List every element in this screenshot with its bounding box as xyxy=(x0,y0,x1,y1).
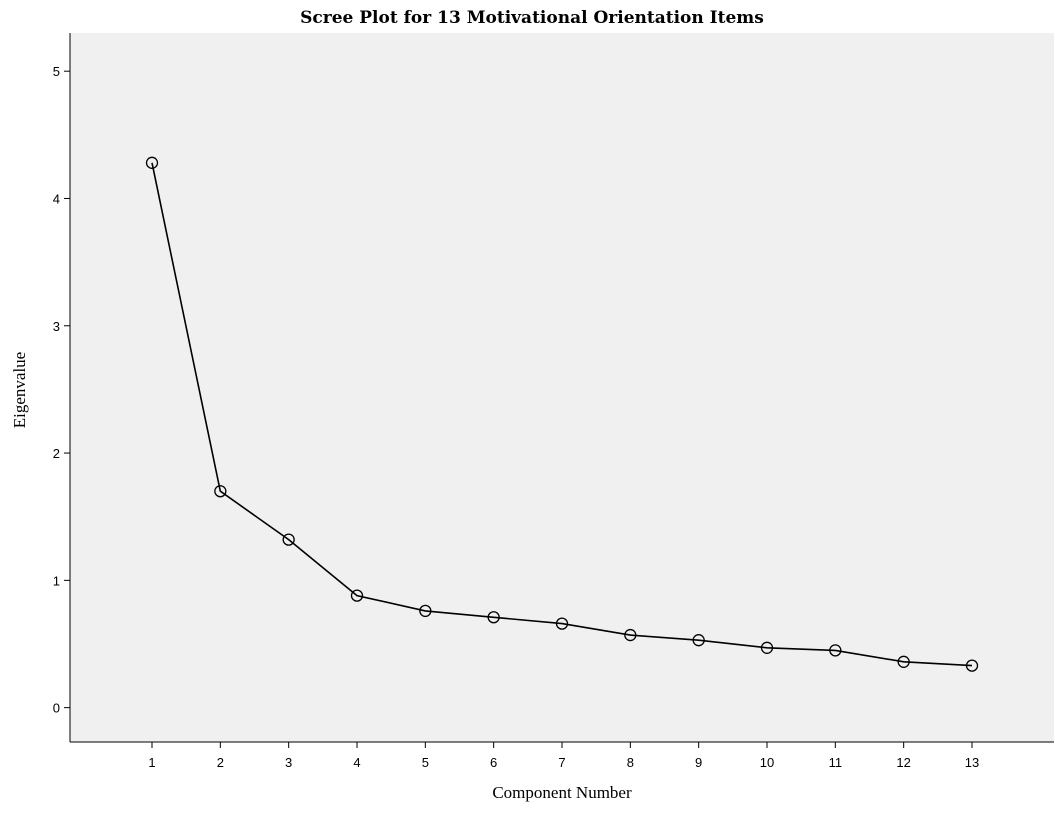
x-tick-label: 10 xyxy=(760,755,774,770)
x-tick-label: 2 xyxy=(217,755,224,770)
x-axis-ticks: 1 2 3 4 5 6 7 8 9 10 11 12 13 xyxy=(148,742,979,770)
data-point-marker xyxy=(624,628,637,642)
plot-area xyxy=(70,33,1054,742)
data-point-marker xyxy=(282,533,295,546)
data-point-marker xyxy=(897,655,910,668)
x-tick-label: 8 xyxy=(627,755,634,770)
data-point-marker xyxy=(487,611,500,624)
y-tick-label: 0 xyxy=(53,701,60,716)
data-point-marker xyxy=(965,659,979,672)
x-tick-label: 5 xyxy=(422,755,429,770)
y-axis-ticks: 0 1 2 3 4 5 xyxy=(53,64,70,716)
x-tick-label: 12 xyxy=(896,755,910,770)
data-point-marker xyxy=(145,156,159,169)
y-tick-label: 2 xyxy=(53,446,60,461)
data-point-marker xyxy=(555,617,569,630)
x-tick-label: 7 xyxy=(558,755,565,770)
data-point-marker xyxy=(829,644,842,657)
y-tick-label: 4 xyxy=(53,191,60,206)
x-tick-label: 9 xyxy=(695,755,702,770)
x-tick-label: 11 xyxy=(829,755,843,770)
y-tick-label: 1 xyxy=(53,573,60,588)
y-tick-label: 3 xyxy=(53,319,60,334)
y-tick-label: 5 xyxy=(53,64,60,79)
x-tick-label: 1 xyxy=(148,755,155,770)
x-tick-label: 3 xyxy=(285,755,292,770)
x-tick-label: 13 xyxy=(965,755,979,770)
x-tick-label: 4 xyxy=(353,755,360,770)
data-point-marker xyxy=(692,634,705,647)
chart-title: Scree Plot for 13 Motivational Orientati… xyxy=(300,8,764,28)
data-points xyxy=(145,156,979,672)
y-axis-label: Eigenvalue xyxy=(10,352,29,428)
data-point-marker xyxy=(760,641,774,654)
eigenvalue-line xyxy=(151,162,973,667)
x-tick-label: 6 xyxy=(490,755,497,770)
data-point-marker xyxy=(214,485,227,498)
data-point-marker xyxy=(419,604,432,618)
x-axis-label: Component Number xyxy=(492,783,632,802)
data-point-marker xyxy=(350,589,364,602)
